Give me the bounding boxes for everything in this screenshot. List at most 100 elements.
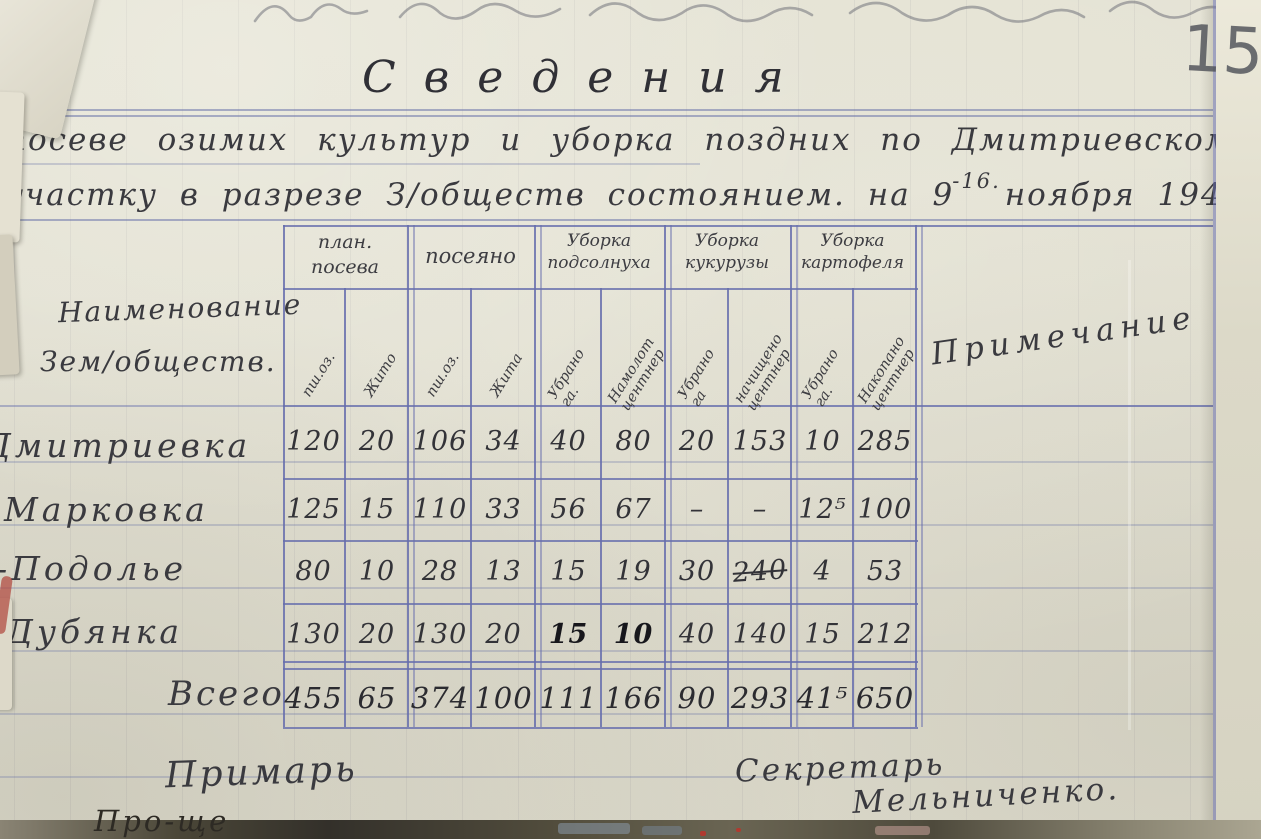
table-cell: 15 (358, 493, 396, 525)
table-grid-line (283, 727, 918, 729)
subheader-zhito-plan: Жито (361, 350, 401, 400)
table-cell: 650 (855, 680, 915, 715)
table-grid-line (664, 225, 666, 727)
table-cell: 53 (866, 556, 904, 587)
ruled-line (0, 776, 1213, 778)
row-name-dmitrievka: Дмитриевка (0, 426, 252, 465)
table-grid-line (344, 288, 346, 727)
table-cell: 67 (615, 493, 652, 525)
row-name-dubyanka: Дубянка (6, 612, 184, 651)
intro-line2: участку в разрезе З/обществ состоянием. … (5, 169, 1261, 213)
table-row: 125 15 110 33 56 67 – – 12⁵ 100 (283, 478, 918, 540)
table-cell: 20 (358, 618, 396, 650)
table-grid-line (0, 405, 283, 407)
table-cell: 212 (857, 618, 913, 650)
table-cell: 56 (550, 493, 587, 525)
table-grid-line (283, 661, 918, 663)
table-cell: 293 (730, 680, 790, 715)
table-cell: 111 (539, 680, 598, 715)
table-cell: 12⁵ (798, 493, 847, 525)
table-cell: 33 (485, 493, 522, 525)
ruled-line (0, 650, 1213, 652)
table-grid-line (407, 225, 409, 727)
table-row: 130 20 130 20 15 10 40 140 15 212 (283, 603, 918, 665)
ruled-line (0, 587, 1213, 589)
bottom-band-pink-smear (875, 826, 930, 835)
group-header-uborka-kukuruzy: Уборка кукурузы (685, 231, 769, 274)
subheader-ubrano-ga-kukuruza: Убрано га (675, 346, 719, 411)
table-cell: 4 (813, 556, 832, 587)
group-header-uborka-podsolnukha: Уборка подсолнуха (547, 231, 651, 274)
table-grid-line (283, 405, 1213, 407)
subheader-psh-oz-plan: пш.оз. (299, 349, 339, 400)
table-grid-line (283, 288, 918, 290)
subheader-psh-oz-poseyano: пш.оз. (423, 349, 463, 400)
ruled-line (0, 163, 700, 165)
subheader-ubrano-ga-podsolnukh: Убрано га. (545, 346, 589, 411)
table-grid-line (470, 288, 472, 727)
table-cell: 15 (804, 618, 841, 650)
subheader-namolot-centner: Намолот центнер (605, 334, 669, 415)
table-cell: – (752, 493, 768, 525)
note-column-header: Примечание (928, 299, 1199, 373)
top-edge-handwriting-illegible (253, 0, 1234, 23)
page-edge-shadow (1200, 0, 1213, 839)
table-cell: 106 (412, 426, 468, 457)
total-row-name: Всего (168, 674, 285, 714)
table-grid-line (852, 288, 854, 727)
table-cell: 10 (804, 426, 841, 457)
ruled-line (0, 219, 1213, 221)
bottom-band-blue-mark (558, 823, 630, 834)
table-cell: 10 (358, 556, 396, 587)
table-grid-line (790, 225, 792, 727)
table-cell: 100 (474, 680, 533, 715)
table-grid-line (283, 225, 285, 727)
bottom-edge-band (0, 820, 1261, 839)
name-column-header-line2: Зем/обществ. (40, 345, 277, 378)
table-cell: 20 (358, 426, 396, 457)
table-cell: 40 (678, 618, 716, 650)
table-cell: 455 (284, 680, 343, 715)
page-number: 15 (1180, 11, 1261, 91)
table-cell: 15 (550, 556, 587, 587)
table-cell: 41⁵ (796, 680, 849, 715)
table-cell: 30 (678, 556, 716, 587)
table-cell: 166 (604, 680, 663, 715)
intro-line2-start: участку в разрезе З/обществ состоянием. … (5, 177, 955, 213)
table-cell: 80 (615, 426, 652, 457)
table-row: 120 20 106 34 40 80 20 153 10 285 (283, 405, 918, 478)
page-edge-line (1213, 0, 1216, 839)
table-cell: 20 (678, 426, 716, 457)
table-cell: 80 (295, 556, 332, 587)
bottom-band-red-speck (736, 828, 741, 832)
table-cell: 15 (548, 618, 589, 650)
ruled-line (0, 524, 1213, 526)
group-header-uborka-kartofelya: Уборка картофеля (801, 231, 904, 274)
table-cell: 153 (732, 426, 788, 457)
subheader-ubrano-ga-kartofel: Убрано га. (799, 346, 843, 411)
subheader-zhita-poseyano: Жита (487, 350, 527, 400)
group-header-poseyano: посеяно (425, 244, 516, 268)
table-cell: 374 (410, 680, 470, 715)
table-cell: 140 (732, 618, 788, 650)
table-cell: 65 (357, 680, 397, 715)
table-grid-line (727, 288, 729, 727)
table-total-row: 455 65 374 100 111 166 90 293 41⁵ 650 (283, 668, 918, 727)
table-cell: 285 (857, 426, 913, 457)
table-cell: 110 (412, 493, 468, 525)
name-column-header-line1: Наименование (57, 287, 303, 330)
table-grid-line (534, 225, 536, 727)
row-name-podolye: -Подолье (0, 549, 188, 588)
bottom-band-blue-mark (642, 826, 682, 835)
table-cell: – (689, 493, 705, 525)
table-cell: 19 (615, 556, 652, 587)
table-cell: 120 (286, 426, 341, 457)
signature-primar: Примарь (164, 748, 359, 797)
table-cell: 13 (485, 556, 522, 587)
table-row: 80 10 28 13 15 19 30 240 4 53 (283, 540, 918, 603)
document-title: Сведения (362, 52, 812, 103)
table-cell-struck-out: 240 (731, 554, 789, 589)
ruled-line (0, 713, 1213, 715)
table-grid-line (600, 288, 602, 727)
